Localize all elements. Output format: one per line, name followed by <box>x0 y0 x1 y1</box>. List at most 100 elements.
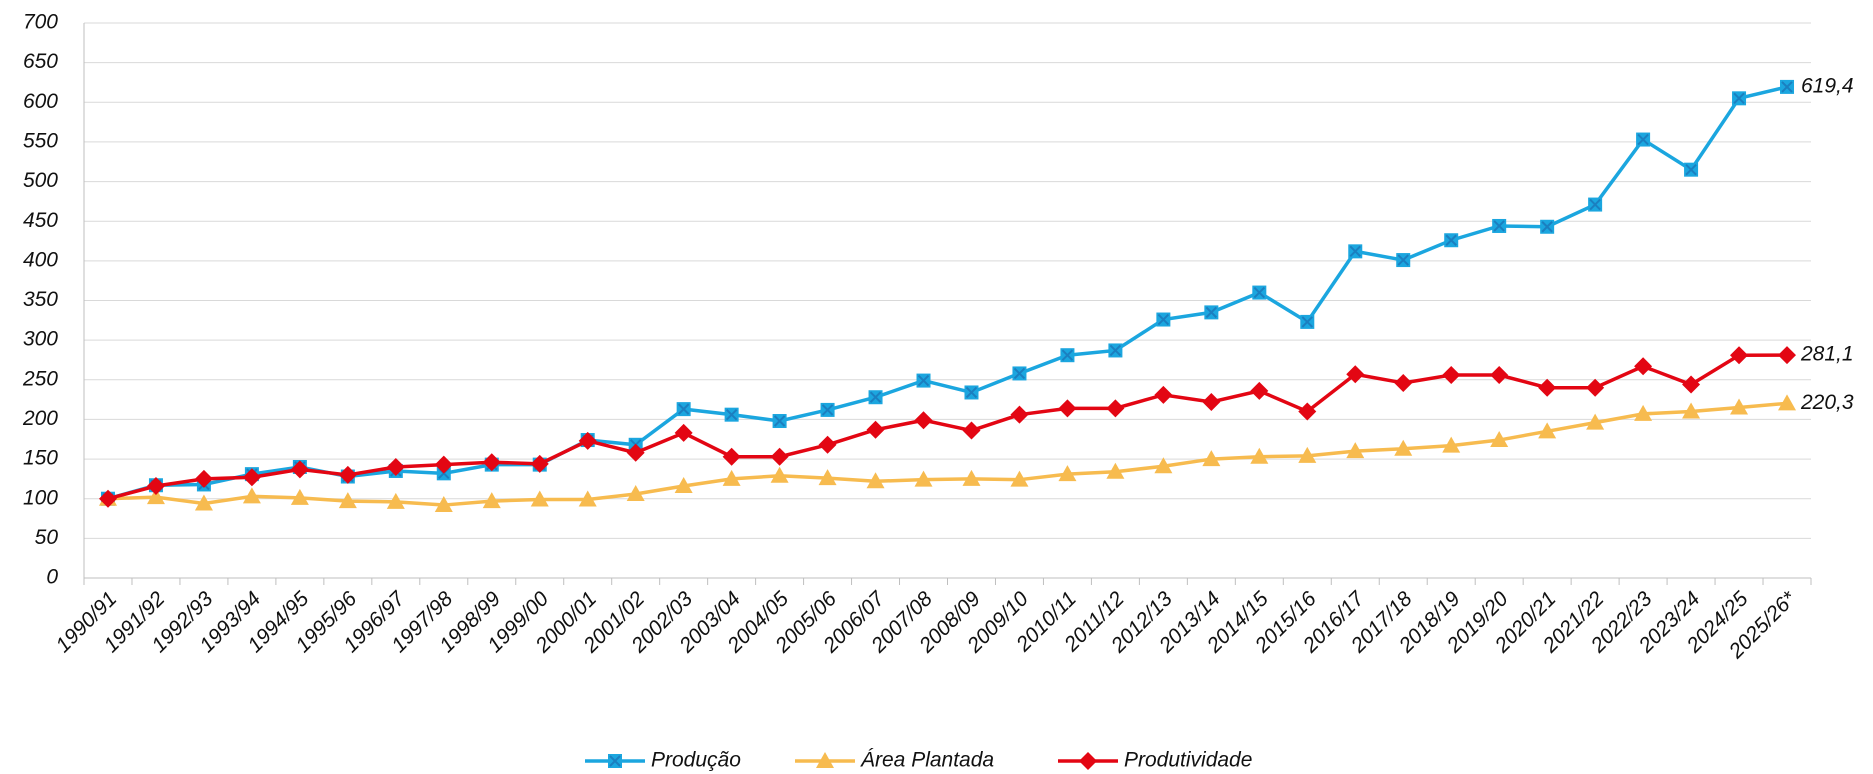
marker <box>98 489 117 508</box>
marker-cross <box>1541 221 1553 233</box>
marker <box>290 460 309 479</box>
marker <box>1490 366 1509 385</box>
marker-cross <box>1397 254 1409 266</box>
y-tick-label: 550 <box>23 129 58 152</box>
y-tick-label: 300 <box>23 328 58 351</box>
y-tick-label: 50 <box>35 526 59 549</box>
marker-cross <box>1637 133 1649 146</box>
y-tick-label: 450 <box>23 209 58 232</box>
marker <box>1634 357 1653 376</box>
marker <box>962 469 981 486</box>
marker-cross <box>725 408 738 421</box>
marker-cross <box>609 755 621 767</box>
legend-label: Produção <box>651 749 741 772</box>
marker-cross <box>1733 92 1745 105</box>
y-tick-label: 350 <box>23 288 58 311</box>
marker <box>1154 457 1173 474</box>
marker-cross <box>1109 344 1122 357</box>
marker <box>1010 405 1029 424</box>
marker <box>386 458 405 476</box>
marker-cross <box>677 403 690 415</box>
marker <box>1079 752 1097 770</box>
marker-cross <box>1445 234 1457 246</box>
marker-cross <box>1493 220 1505 232</box>
marker-cross <box>1589 198 1601 211</box>
marker <box>578 490 597 507</box>
marker-cross <box>869 391 882 403</box>
marker <box>866 472 885 489</box>
marker <box>1250 447 1269 464</box>
y-tick-label: 500 <box>23 169 58 192</box>
marker <box>626 443 645 462</box>
marker <box>386 492 405 509</box>
marker <box>674 423 693 442</box>
y-tick-label: 400 <box>23 248 58 271</box>
marker <box>1394 439 1413 456</box>
marker <box>626 484 645 501</box>
value-label: 281,1 <box>1800 343 1854 366</box>
marker <box>482 453 501 472</box>
marker-cross <box>821 404 834 416</box>
marker <box>1490 431 1509 448</box>
marker-cross <box>1253 286 1266 299</box>
marker <box>242 487 261 504</box>
marker <box>1058 465 1077 482</box>
y-tick-label: 0 <box>46 566 58 589</box>
marker <box>1298 446 1317 463</box>
marker <box>1538 378 1557 397</box>
marker <box>770 447 789 466</box>
legend-label: Produtividade <box>1124 749 1252 772</box>
y-tick-label: 150 <box>23 447 58 470</box>
marker-cross <box>773 415 786 427</box>
marker <box>1538 422 1557 439</box>
y-tick-label: 600 <box>23 90 58 113</box>
marker <box>674 477 693 494</box>
marker <box>1394 373 1413 392</box>
marker-cross <box>1349 245 1361 258</box>
marker <box>1778 346 1797 365</box>
marker <box>1442 436 1461 453</box>
marker <box>1682 402 1701 419</box>
legend-label: Área Plantada <box>860 749 994 772</box>
y-tick-label: 700 <box>23 11 58 34</box>
marker <box>290 488 309 505</box>
marker <box>770 466 789 483</box>
marker <box>1730 398 1749 415</box>
marker <box>194 494 213 511</box>
marker <box>962 421 981 440</box>
marker <box>816 752 834 768</box>
marker <box>722 469 741 486</box>
marker <box>146 477 165 496</box>
value-label: 220,3 <box>1800 391 1854 414</box>
value-label: 619,4 <box>1801 74 1854 97</box>
series-line <box>107 353 1788 501</box>
marker-cross <box>1157 313 1170 326</box>
marker <box>530 454 549 473</box>
marker-cross <box>1781 81 1793 93</box>
marker <box>1202 392 1221 411</box>
marker <box>338 465 357 484</box>
marker <box>1154 385 1173 404</box>
marker-cross <box>1061 349 1074 361</box>
marker <box>1202 450 1221 467</box>
marker <box>194 469 213 488</box>
marker <box>914 411 933 430</box>
y-tick-label: 250 <box>22 367 58 390</box>
marker-cross <box>1013 367 1026 380</box>
marker <box>722 447 741 466</box>
marker <box>530 490 549 507</box>
marker <box>1634 404 1653 421</box>
marker <box>242 468 261 487</box>
series-line <box>107 401 1788 507</box>
marker-cross <box>1685 163 1697 176</box>
marker <box>866 420 885 439</box>
marker-cross <box>1301 316 1313 328</box>
marker <box>146 488 165 505</box>
marker <box>1058 399 1077 418</box>
marker <box>1250 381 1269 400</box>
marker <box>818 469 837 486</box>
marker-cross <box>917 374 930 387</box>
marker <box>578 431 597 450</box>
series-line <box>107 85 1788 501</box>
